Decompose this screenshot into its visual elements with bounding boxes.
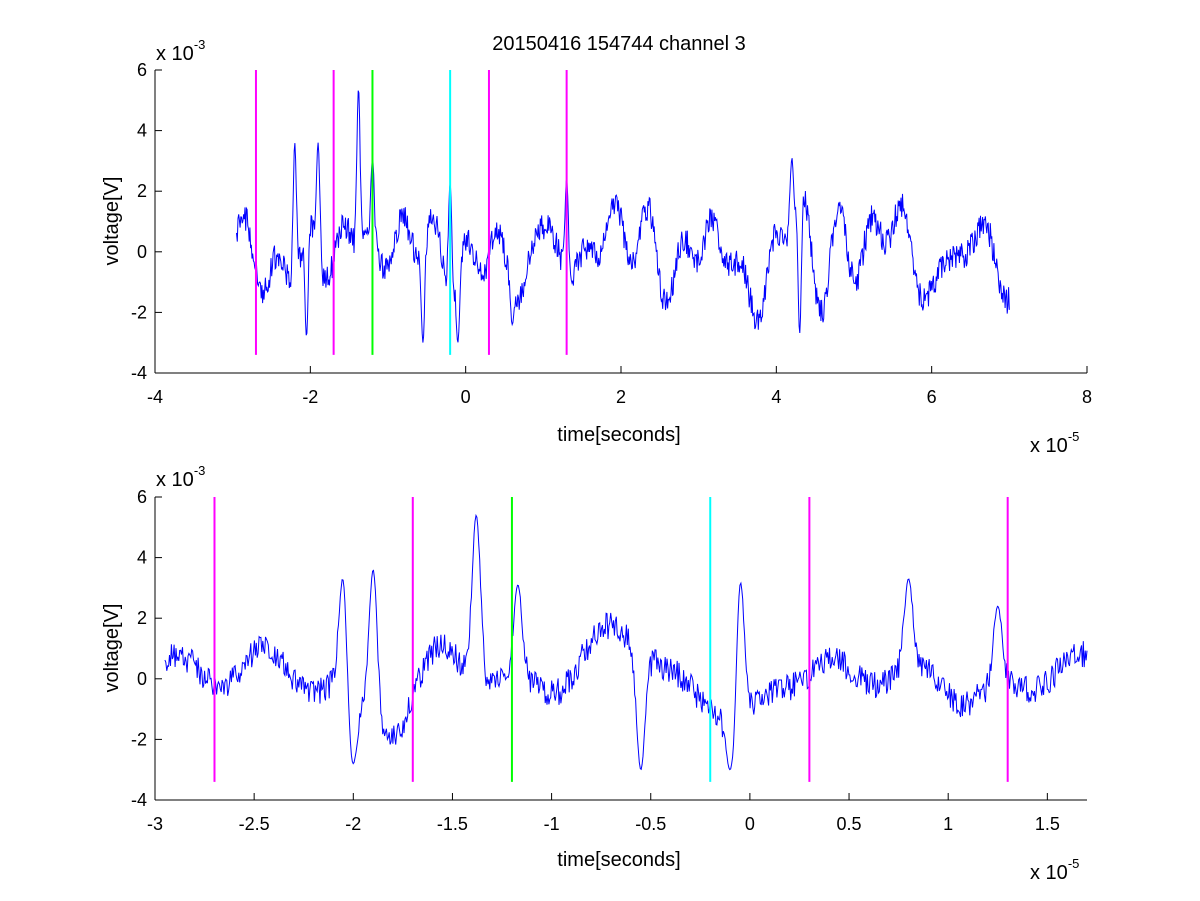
chart-title: 20150416 154744 channel 3 xyxy=(492,33,746,55)
bottom-x-multiplier: x 10 xyxy=(1030,862,1068,884)
top-x-tick-label: 0 xyxy=(461,387,471,407)
top-axes: 20150416 154744 channel 3 -4 -2 0 2 4 6 8 -4 -2… xyxy=(101,33,1092,457)
bottom-x-tick-label: -0.5 xyxy=(635,814,666,834)
top-x-axis-label: time[seconds] xyxy=(557,424,680,446)
bottom-x-tick-label: 0.5 xyxy=(837,814,862,834)
top-y-tick-label: 2 xyxy=(137,181,147,201)
top-x-tick-label: 2 xyxy=(616,387,626,407)
bottom-y-tick-label: -2 xyxy=(131,729,147,749)
bottom-y-exponent: x 10-3 xyxy=(156,463,205,491)
bottom-axes: -3 -2.5 -2 -1.5 -1 -0.5 0 0.5 1 1.5 -4 -2 0 2 4 6 time… xyxy=(101,463,1088,884)
top-x-tick-label: 8 xyxy=(1082,387,1092,407)
bottom-y-ticks: -4 -2 0 2 4 6 xyxy=(131,487,162,810)
bottom-y-exponent-value: -3 xyxy=(194,463,206,478)
top-x-exponent: x 10-5 xyxy=(1030,429,1079,457)
top-y-tick-label: 6 xyxy=(137,60,147,80)
top-y-axis-label: voltage[V] xyxy=(101,177,123,266)
bottom-y-tick-label: -4 xyxy=(131,790,147,810)
bottom-x-tick-label: -1.5 xyxy=(437,814,468,834)
top-y-multiplier: x 10 xyxy=(156,43,194,65)
top-y-exponent: x 10-3 xyxy=(156,37,205,65)
top-x-ticks: -4 -2 0 2 4 6 8 xyxy=(147,366,1092,407)
bottom-signal-trace xyxy=(164,513,1088,771)
bottom-y-tick-label: 0 xyxy=(137,669,147,689)
bottom-x-axis-label: time[seconds] xyxy=(557,849,680,871)
bottom-x-tick-label: 1 xyxy=(943,814,953,834)
top-y-tick-label: 0 xyxy=(137,242,147,262)
bottom-x-tick-label: -3 xyxy=(147,814,163,834)
bottom-marker-group xyxy=(213,497,1009,782)
top-signal-trace xyxy=(236,90,1010,343)
bottom-y-axis-label: voltage[V] xyxy=(101,604,123,693)
top-x-tick-label: -4 xyxy=(147,387,163,407)
top-signal-group xyxy=(236,90,1010,343)
top-marker-group xyxy=(254,70,568,355)
bottom-x-tick-label: 0 xyxy=(745,814,755,834)
top-x-exponent-value: -5 xyxy=(1068,429,1080,444)
bottom-x-ticks: -3 -2.5 -2 -1.5 -1 -0.5 0 0.5 1 1.5 xyxy=(147,793,1060,834)
bottom-y-tick-label: 6 xyxy=(137,487,147,507)
bottom-x-tick-label: -1 xyxy=(544,814,560,834)
top-x-multiplier: x 10 xyxy=(1030,435,1068,457)
bottom-x-tick-label: 1.5 xyxy=(1035,814,1060,834)
top-y-ticks: -4 -2 0 2 4 6 xyxy=(131,60,162,383)
bottom-signal-group xyxy=(164,513,1088,771)
top-y-tick-label: -4 xyxy=(131,363,147,383)
bottom-x-tick-label: -2.5 xyxy=(239,814,270,834)
bottom-x-exponent-value: -5 xyxy=(1068,856,1080,871)
bottom-x-exponent: x 10-5 xyxy=(1030,856,1079,884)
top-x-tick-label: 4 xyxy=(771,387,781,407)
top-y-tick-label: -2 xyxy=(131,302,147,322)
bottom-x-tick-label: -2 xyxy=(345,814,361,834)
top-x-tick-label: 6 xyxy=(927,387,937,407)
top-y-exponent-value: -3 xyxy=(194,37,206,52)
bottom-y-tick-label: 2 xyxy=(137,608,147,628)
top-x-tick-label: -2 xyxy=(302,387,318,407)
bottom-y-tick-label: 4 xyxy=(137,548,147,568)
top-y-tick-label: 4 xyxy=(137,121,147,141)
bottom-y-multiplier: x 10 xyxy=(156,469,194,491)
